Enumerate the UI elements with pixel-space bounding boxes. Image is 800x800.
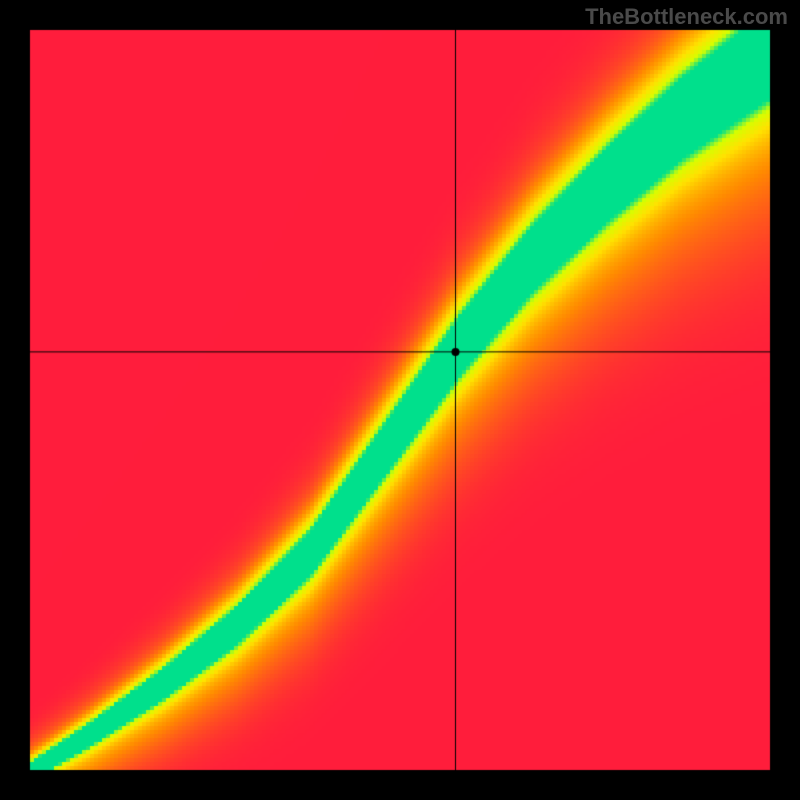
- watermark-text: TheBottleneck.com: [585, 4, 788, 30]
- heatmap-canvas: [0, 0, 800, 800]
